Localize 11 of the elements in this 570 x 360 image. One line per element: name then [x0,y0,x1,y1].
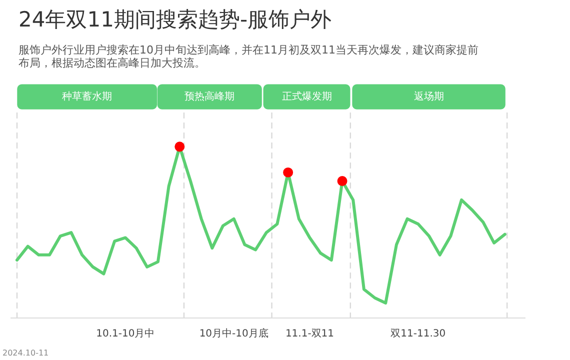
text: 预热高峰期 [184,90,235,102]
chart-subtitle: 服饰户外行业用户搜索在10月中旬达到高峰，并在11月初及双11当天再次爆发，建议商家提前布局，根据动态图在高峰日加大投流。 [18,44,478,70]
text: 正式爆发期 [282,90,332,102]
chart-title: 24年双11期间搜索趋势-服饰户外 [18,8,332,32]
text: 2024.10-11 [2,348,49,358]
x-tick-label: 10月中-10月底 [199,328,268,340]
text: 返场期 [414,90,444,102]
x-tick-label: 双11-11.30 [390,328,446,340]
x-tick-label: 10.1-10月中 [96,328,155,340]
x-tick-label: 11.1-双11 [285,328,334,340]
text: 种草蓄水期 [62,90,112,102]
